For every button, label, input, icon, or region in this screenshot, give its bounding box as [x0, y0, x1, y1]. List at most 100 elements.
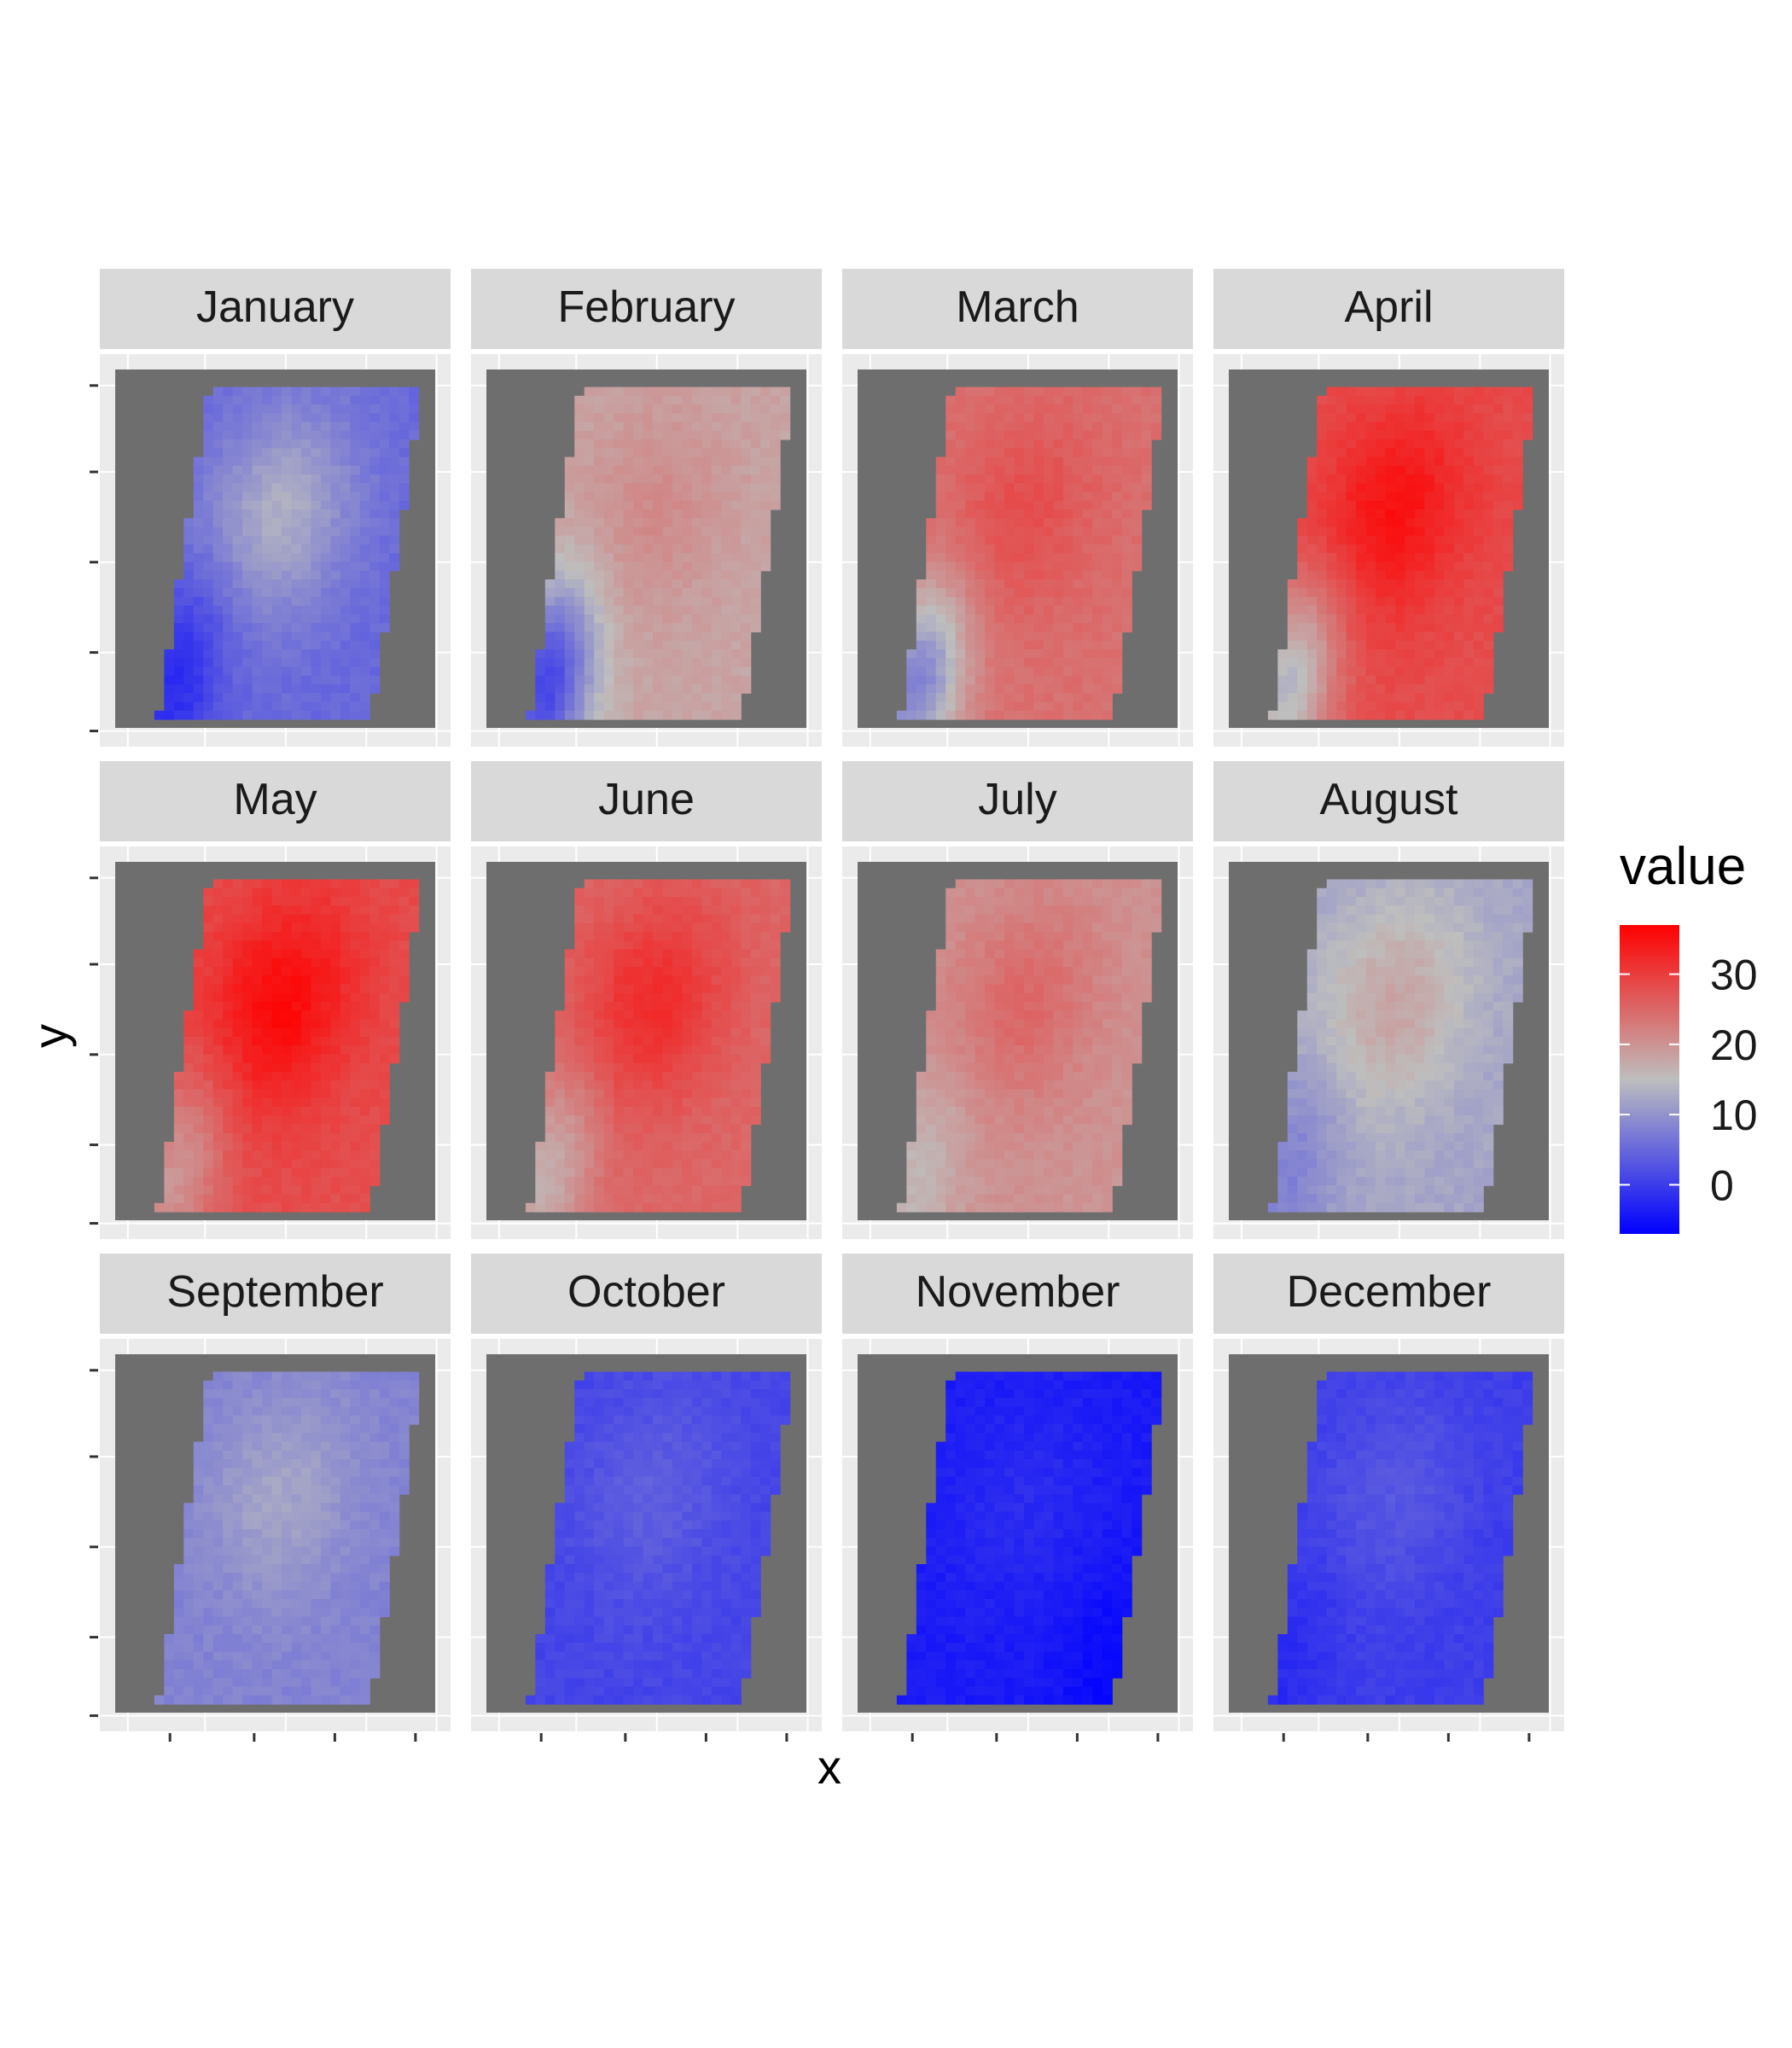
raster-cell — [291, 614, 302, 624]
raster-cell — [1033, 518, 1044, 528]
raster-cell — [291, 658, 302, 668]
raster-cell — [379, 1037, 390, 1046]
raster-cell — [203, 658, 214, 668]
raster-cell — [730, 932, 742, 941]
raster-cell — [311, 1167, 322, 1178]
raster-cell — [1365, 649, 1376, 659]
raster-cell — [730, 596, 742, 607]
raster-cell — [203, 1010, 214, 1021]
raster-cell — [721, 474, 732, 484]
raster-cell — [242, 1072, 253, 1081]
raster-cell — [232, 623, 243, 633]
raster-cell — [1112, 570, 1123, 580]
raster-cell — [682, 905, 693, 916]
raster-cell — [1463, 640, 1475, 650]
raster-cell — [1444, 701, 1455, 712]
raster-cell — [1463, 605, 1475, 615]
raster-cell — [584, 500, 595, 510]
raster-cell — [544, 614, 556, 624]
raster-cell — [985, 474, 996, 484]
raster-cell — [594, 561, 605, 572]
raster-cell — [1434, 518, 1445, 528]
raster-cell — [584, 596, 595, 607]
raster-cell — [926, 623, 937, 633]
raster-cell — [282, 422, 293, 432]
raster-cell — [691, 570, 702, 580]
raster-cell — [311, 1132, 322, 1143]
raster-cell — [300, 649, 312, 659]
raster-cell — [555, 1072, 566, 1081]
raster-cell — [711, 1132, 722, 1143]
raster-cell — [223, 940, 234, 951]
raster-cell — [985, 483, 996, 493]
raster-cell — [252, 932, 263, 941]
raster-cell — [320, 949, 331, 959]
raster-cell — [603, 483, 614, 493]
raster-cell — [1356, 710, 1367, 720]
raster-cell — [1336, 693, 1347, 703]
raster-cell — [1473, 544, 1484, 554]
raster-cell — [1062, 596, 1073, 607]
raster-cell — [252, 1045, 263, 1056]
raster-cell — [282, 614, 293, 624]
raster-cell — [212, 658, 224, 668]
raster-cell — [399, 967, 410, 976]
raster-cell — [594, 1177, 605, 1186]
raster-cell — [662, 640, 673, 650]
raster-cell — [1385, 430, 1396, 440]
raster-cell — [223, 640, 234, 650]
raster-cell — [1132, 518, 1143, 528]
raster-cell — [741, 509, 752, 519]
raster-cell — [691, 675, 702, 685]
raster-cell — [750, 422, 761, 432]
raster-cell — [1326, 474, 1337, 484]
raster-cell — [330, 879, 341, 889]
raster-cell — [212, 509, 224, 519]
raster-cell — [985, 710, 996, 720]
raster-cell — [350, 640, 361, 650]
raster-cell — [242, 457, 253, 467]
raster-cell — [350, 492, 361, 502]
raster-cell — [662, 544, 673, 554]
raster-cell — [760, 922, 771, 933]
raster-cell — [1053, 579, 1064, 589]
raster-cell — [311, 387, 322, 397]
raster-cell — [252, 509, 263, 519]
raster-cell — [955, 465, 966, 475]
raster-cell — [1326, 492, 1337, 502]
raster-cell — [1102, 631, 1113, 642]
raster-cell — [1453, 675, 1464, 685]
raster-cell — [691, 984, 702, 994]
raster-cell — [1033, 588, 1044, 598]
raster-cell — [1082, 483, 1093, 493]
raster-cell — [379, 879, 390, 889]
raster-cell — [340, 404, 351, 414]
raster-cell — [741, 1115, 752, 1126]
raster-cell — [594, 992, 605, 1003]
raster-cell — [1082, 588, 1093, 598]
raster-cell — [1326, 658, 1337, 668]
facet-strip — [842, 269, 1193, 349]
raster-cell — [1053, 675, 1064, 685]
raster-cell — [945, 631, 957, 642]
raster-cell — [926, 561, 937, 572]
raster-cell — [330, 1054, 341, 1064]
raster-cell — [320, 465, 331, 475]
raster-cell — [1092, 500, 1103, 510]
raster-cell — [173, 1132, 184, 1143]
raster-cell — [633, 1045, 644, 1056]
raster-cell — [721, 1167, 732, 1178]
raster-cell — [252, 949, 263, 959]
raster-cell — [212, 404, 224, 414]
raster-cell — [1405, 518, 1416, 528]
raster-cell — [212, 1019, 224, 1029]
raster-cell — [379, 1115, 390, 1126]
raster-cell — [164, 1142, 175, 1151]
raster-cell — [760, 1027, 771, 1038]
raster-cell — [721, 605, 732, 615]
raster-cell — [682, 693, 693, 703]
raster-cell — [594, 387, 605, 397]
raster-cell — [1317, 658, 1328, 668]
raster-cell — [691, 1002, 702, 1011]
raster-cell — [935, 631, 946, 642]
